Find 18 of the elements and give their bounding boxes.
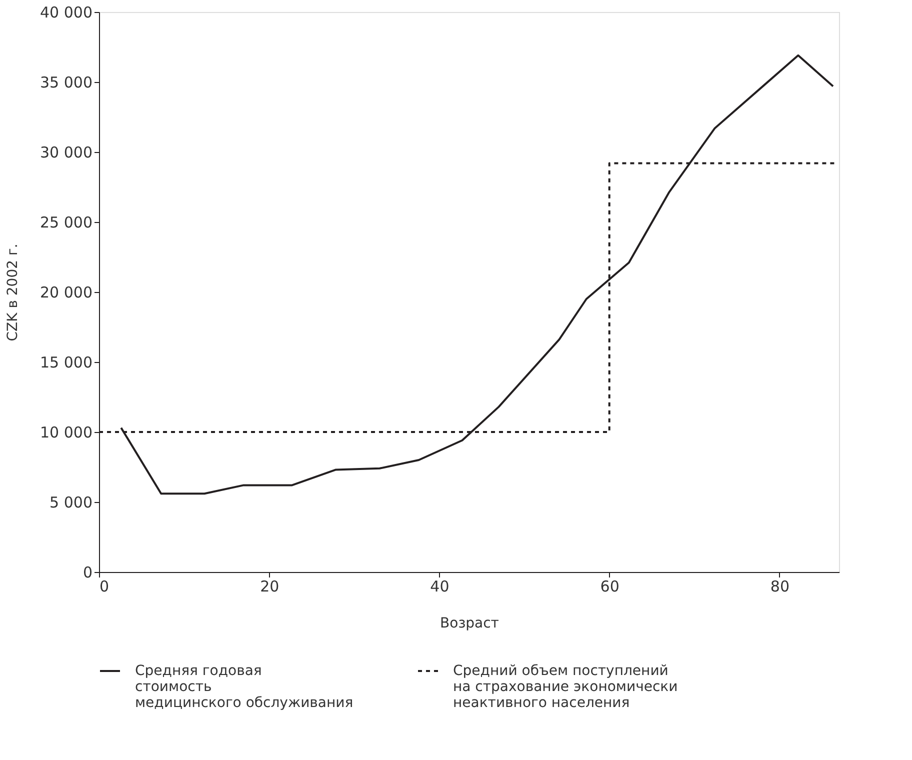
y-axis-title: CZK в 2002 г. [5,244,22,342]
legend-label: Средняя годовая стоимость медицинского обслуживания [135,663,354,711]
x-tick-label: 60 [600,578,620,596]
y-tick-label: 10 000 [40,424,92,442]
legend-label: Средний объем поступлений на страхование экономически неактивного населения [453,663,678,711]
x-tick-label: 40 [430,578,450,596]
x-axis-title: Возраст [440,616,499,632]
x-tick-label: 20 [260,578,280,596]
y-tick-label: 35 000 [40,74,92,92]
y-tick-label: 5 000 [50,494,92,512]
x-tick-label: 0 [100,578,110,596]
x-tick-label: 80 [770,578,790,596]
y-tick-label: 30 000 [40,144,92,162]
y-tick-label: 20 000 [40,284,92,302]
y-tick-label: 15 000 [40,354,92,372]
y-tick-label: 0 [82,564,92,582]
y-tick-label: 25 000 [40,214,92,232]
y-tick-label: 40 000 [40,4,92,22]
